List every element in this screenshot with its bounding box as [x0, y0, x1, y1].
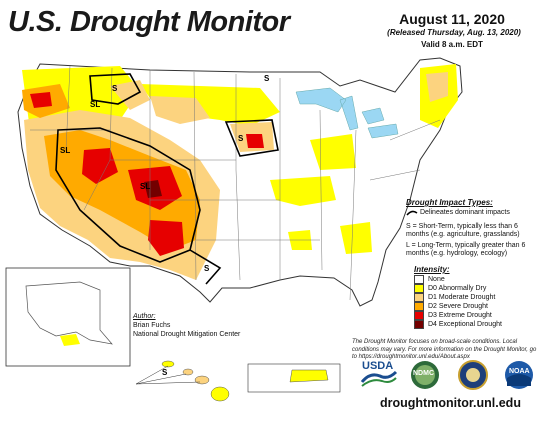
ndmc-logo: NDMC: [410, 360, 440, 390]
legend-swatch: [414, 275, 424, 284]
ndmc-logo-text: NDMC: [413, 370, 434, 377]
legend-label: D1 Moderate Drought: [428, 294, 496, 301]
map-label-s: S: [264, 74, 270, 83]
map-label-s: S: [112, 84, 118, 93]
impact-types-title: Drought Impact Types:: [406, 198, 493, 207]
impact-short-term-row: S = Short-Term, typically less than 6 mo…: [406, 223, 542, 239]
author-name: Brian Fuchs: [133, 322, 171, 330]
d0-area-midwest: [270, 134, 356, 206]
author-block: Author: Brian Fuchs National Drought Mit…: [133, 312, 240, 339]
page-title: U.S. Drought Monitor: [8, 6, 290, 38]
intensity-legend: Intensity: None D0 Abnormally Dry D1 Mod…: [414, 265, 542, 329]
legend-label: None: [428, 276, 445, 283]
valid-time: Valid 8 a.m. EDT: [421, 40, 483, 49]
impact-types-panel: Drought Impact Types: Delineates dominan…: [406, 198, 542, 261]
map-label-sl: SL: [60, 146, 71, 155]
d0-area-plains: [140, 84, 280, 126]
alaska-shape: [25, 281, 113, 345]
author-label: Author:: [133, 313, 156, 320]
usda-logo-text: USDA: [362, 360, 394, 372]
commerce-seal-logo: [458, 360, 488, 390]
impact-boundary-lines: [55, 73, 279, 285]
legend-swatch: [414, 311, 424, 320]
d3-area-southwest: [82, 148, 184, 256]
noaa-logo-text: NOAA: [509, 368, 530, 375]
impact-long-term-row: L = Long-Term, typically greater than 6 …: [406, 242, 542, 258]
legend-row-d1: D1 Moderate Drought: [414, 293, 542, 302]
legend-swatch: [414, 302, 424, 311]
d0-area-southeast: [288, 222, 372, 254]
map-label-sl: SL: [140, 182, 151, 191]
legend-label: D0 Abnormally Dry: [428, 285, 487, 292]
impact-delineates-text: Delineates dominant impacts: [420, 209, 510, 217]
map-label-s: S: [238, 134, 244, 143]
great-lakes: [295, 87, 399, 139]
release-date: (Released Thursday, Aug. 13, 2020): [387, 28, 521, 37]
legend-row-d0: D0 Abnormally Dry: [414, 284, 542, 293]
impact-long-term-text: L = Long-Term, typically greater than 6 …: [406, 242, 526, 258]
legend-label: D4 Exceptional Drought: [428, 321, 502, 328]
map-label-s: S: [204, 264, 210, 273]
impact-delineates-row: Delineates dominant impacts: [406, 209, 542, 220]
d1-area-north: [110, 80, 210, 124]
usda-logo: USDA: [360, 360, 398, 388]
legend-swatch: [414, 284, 424, 293]
map-label-sl: SL: [90, 100, 101, 109]
d1-area-northeast: [426, 72, 448, 102]
author-org: National Drought Mitigation Center: [133, 331, 241, 339]
d2-area-west: [44, 130, 200, 250]
d3-area-iowa: [246, 134, 264, 148]
puerto-rico-shape: [289, 369, 329, 383]
legend-label: D2 Severe Drought: [428, 303, 488, 310]
footnote: The Drought Monitor focuses on broad-sca…: [352, 339, 537, 360]
intensity-title: Intensity:: [414, 265, 450, 274]
legend-label: D3 Extreme Drought: [428, 312, 492, 319]
legend-row-d4: D4 Exceptional Drought: [414, 320, 542, 329]
hawaii-inset: [135, 360, 230, 402]
d4-area-colorado: [144, 180, 162, 198]
legend-row-d3: D3 Extreme Drought: [414, 311, 542, 320]
noaa-logo: NOAA: [504, 360, 534, 390]
legend-swatch: [414, 293, 424, 302]
legend-row-none: None: [414, 275, 542, 284]
alaska-d0: [60, 334, 80, 346]
website-url[interactable]: droughtmonitor.unl.edu: [380, 396, 521, 410]
legend-swatch: [414, 320, 424, 329]
map-label-s: S: [162, 368, 168, 377]
impact-boundary-line-icon: [406, 209, 420, 220]
impact-short-term-text: S = Short-Term, typically less than 6 mo…: [406, 223, 520, 239]
d3-area-oregon: [30, 92, 52, 108]
legend-row-d2: D2 Severe Drought: [414, 302, 542, 311]
report-date: August 11, 2020: [399, 11, 505, 27]
